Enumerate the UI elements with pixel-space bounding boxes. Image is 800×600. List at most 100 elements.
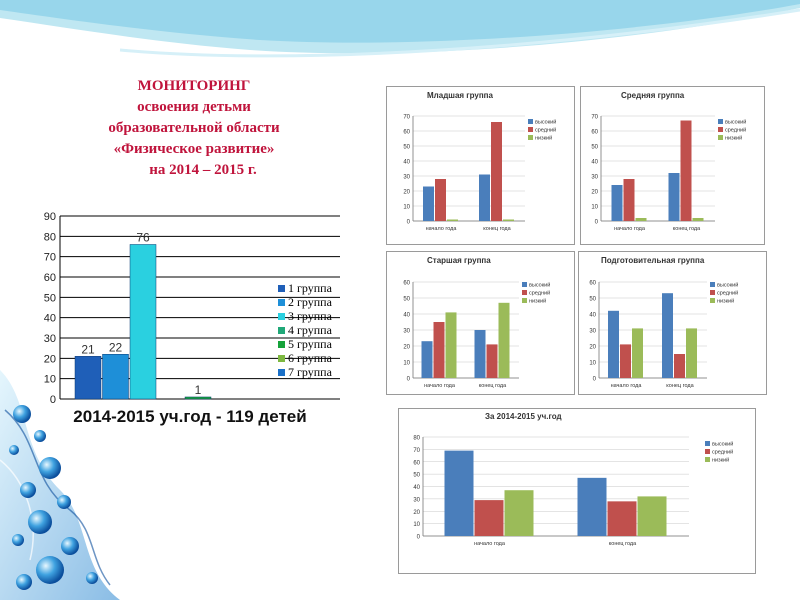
legend-swatch <box>278 312 285 320</box>
y-tick-label: 0 <box>50 394 56 406</box>
y-tick-label: 40 <box>589 313 596 319</box>
legend-swatch <box>278 326 285 334</box>
legend-swatch <box>528 135 533 140</box>
bar <box>662 293 673 378</box>
bar <box>637 496 667 536</box>
data-label: 1 <box>195 383 202 397</box>
y-tick-label: 30 <box>403 329 410 335</box>
y-tick-label: 40 <box>591 160 598 166</box>
y-tick-label: 80 <box>44 231 56 243</box>
bar <box>421 341 433 378</box>
main-chart-legend: 1 группа 2 группа 3 группа 4 группа 5 группа… <box>278 281 332 379</box>
y-tick-label: 70 <box>44 252 56 264</box>
bar <box>608 310 619 378</box>
y-tick-label: 40 <box>403 313 410 319</box>
legend-swatch <box>705 449 710 454</box>
y-tick-label: 20 <box>403 190 410 196</box>
panel-podgotovitelnaya: Подготовительная группа 0 10 20 30 40 50 60 нач… <box>578 251 767 395</box>
legend-label: высокий <box>725 119 746 126</box>
legend-swatch <box>522 282 527 287</box>
panel-title: Младшая группа <box>427 91 493 100</box>
y-tick-label: 40 <box>403 160 410 166</box>
legend-label: 3 группа <box>288 309 332 323</box>
bar <box>102 354 129 400</box>
legend-label: низкий <box>529 298 546 305</box>
panel-srednyaya: Средняя группа 0 10 20 30 40 50 60 70 начало год… <box>580 86 765 245</box>
legend-swatch <box>278 354 285 362</box>
legend-label: низкий <box>535 135 552 142</box>
bar <box>486 344 498 378</box>
y-tick-label: 50 <box>589 297 596 303</box>
y-tick-label: 30 <box>44 333 56 345</box>
x-tick-label: начало года <box>426 226 458 232</box>
bar <box>668 173 680 221</box>
legend-item: 4 группа <box>278 323 332 337</box>
main-group-bar-chart: 0 10 20 30 40 50 60 70 80 90 21 22 76 1 <box>44 211 340 406</box>
y-tick-label: 10 <box>413 522 420 528</box>
main-chart-caption: 2014-2015 уч.год - 119 детей <box>73 407 307 426</box>
bar <box>620 344 631 378</box>
bar <box>184 396 212 400</box>
y-tick-label: 60 <box>413 460 420 466</box>
x-tick-label: начало года <box>474 541 506 547</box>
y-tick-label: 60 <box>403 281 410 287</box>
legend-label: высокий <box>535 119 556 126</box>
y-tick-label: 20 <box>403 345 410 351</box>
title-line: образовательной области <box>108 120 280 136</box>
legend-label: 7 группа <box>288 365 332 379</box>
legend-swatch <box>278 368 285 376</box>
legend-label: 6 группа <box>288 351 332 365</box>
legend-label: 2 группа <box>288 295 332 309</box>
legend-swatch <box>718 127 723 132</box>
legend-item: 1 группа <box>278 281 332 295</box>
legend-swatch <box>710 282 715 287</box>
title-line: «Физическое развитие» <box>113 141 275 157</box>
x-tick-label: начало года <box>424 383 456 389</box>
bar <box>498 302 510 378</box>
x-tick-label: конец года <box>673 226 701 232</box>
legend-swatch <box>705 457 710 462</box>
bar <box>447 219 458 221</box>
legend-item: 3 группа <box>278 309 332 323</box>
y-tick-label: 20 <box>44 353 56 365</box>
panel-title: За 2014-2015 уч.год <box>485 412 562 421</box>
bar <box>611 185 623 221</box>
bar <box>686 328 697 378</box>
legend-label: средний <box>712 449 733 456</box>
legend-swatch <box>278 284 285 292</box>
x-tick-label: конец года <box>666 383 694 389</box>
y-tick-label: 0 <box>407 377 411 383</box>
y-tick-label: 30 <box>403 175 410 181</box>
mladshaya-chart: 0 10 20 30 40 50 60 70 начало года конец года высо… <box>403 115 556 233</box>
total-chart: 0 10 20 30 40 50 60 70 80 начало года конец года вы… <box>413 436 733 548</box>
legend-label: 1 группа <box>288 281 332 295</box>
starshaya-chart: 0 10 20 30 40 50 60 начало года конец года высоки… <box>403 281 550 390</box>
y-tick-label: 20 <box>413 510 420 516</box>
panel-title: Средняя группа <box>621 91 685 100</box>
y-tick-label: 60 <box>591 130 598 136</box>
bar <box>474 330 486 378</box>
y-tick-label: 10 <box>44 374 56 386</box>
y-tick-label: 60 <box>403 130 410 136</box>
legend-swatch <box>522 290 527 295</box>
y-tick-label: 30 <box>413 497 420 503</box>
legend-swatch <box>705 441 710 446</box>
legend-label: высокий <box>712 441 733 448</box>
bar <box>692 218 704 221</box>
legend-swatch <box>522 298 527 303</box>
y-tick-label: 10 <box>403 361 410 367</box>
header-wave-decoration <box>0 0 800 58</box>
x-tick-label: конец года <box>609 541 637 547</box>
bar <box>74 356 102 400</box>
data-label: 76 <box>136 230 150 244</box>
y-tick-label: 0 <box>593 377 597 383</box>
legend-label: 5 группа <box>288 337 332 351</box>
y-tick-label: 0 <box>407 220 411 226</box>
panel-starshaya: Старшая группа 0 10 20 30 40 50 60 начало года к… <box>386 251 575 395</box>
legend-label: средний <box>535 127 556 134</box>
title-line: освоения детьми <box>137 99 251 115</box>
y-tick-label: 20 <box>591 190 598 196</box>
bar <box>504 490 534 536</box>
legend-label: средний <box>529 290 550 297</box>
legend-label: низкий <box>725 135 742 142</box>
